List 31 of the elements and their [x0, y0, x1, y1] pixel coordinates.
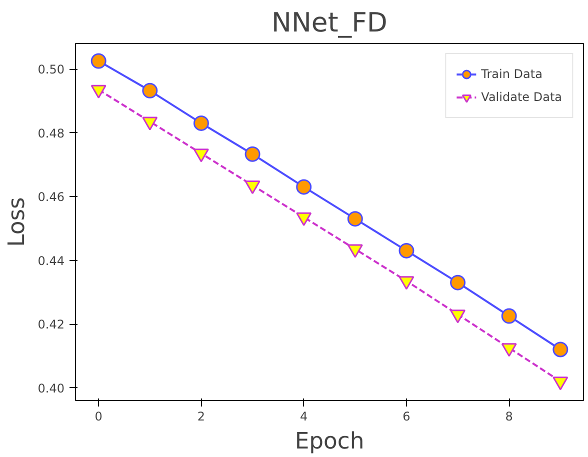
y-tick-label: 0.46 — [38, 190, 64, 204]
x-tick-label: 4 — [300, 410, 308, 424]
point — [244, 180, 260, 194]
y-tick-label: 0.44 — [38, 254, 64, 268]
y-axis-title: Loss — [4, 197, 30, 247]
chart-title: NNet_FD — [272, 8, 388, 38]
legend-label: Validate Data — [481, 90, 562, 104]
point — [193, 115, 209, 131]
x-axis-title: Epoch — [294, 428, 364, 454]
y-tick-label: 0.48 — [38, 126, 64, 140]
y-tick-label: 0.50 — [38, 62, 64, 76]
point — [244, 146, 260, 162]
point — [296, 179, 312, 195]
x-tick-label: 8 — [505, 410, 513, 424]
y-tick-label: 0.40 — [38, 381, 64, 396]
point — [552, 376, 568, 390]
point — [347, 211, 363, 227]
point — [296, 212, 312, 226]
point — [501, 343, 517, 357]
point — [398, 276, 414, 290]
point — [193, 148, 209, 162]
x-tick-label: 2 — [197, 410, 206, 424]
point — [450, 310, 466, 324]
legend-label: Train Data — [481, 67, 542, 81]
point — [142, 82, 158, 98]
point — [347, 244, 363, 258]
x-tick-label: 6 — [402, 410, 410, 424]
point — [142, 116, 158, 130]
y-tick-label: 0.42 — [38, 318, 64, 332]
x-tick-label: 0 — [94, 410, 102, 424]
point — [90, 53, 106, 69]
